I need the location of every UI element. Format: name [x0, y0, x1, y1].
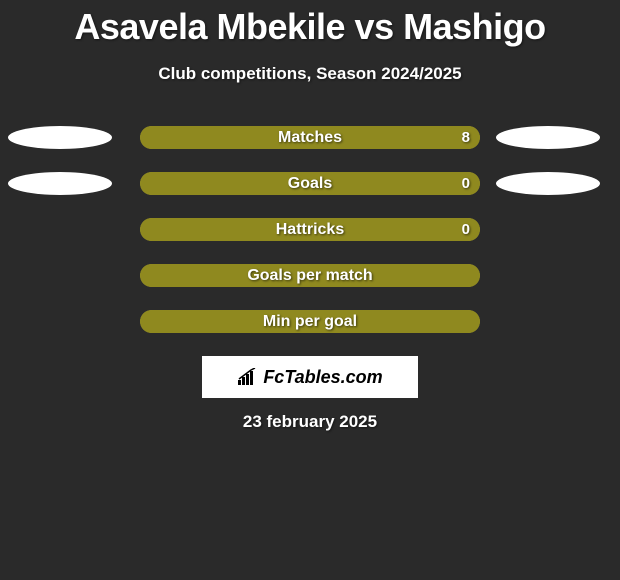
stat-bar-fill — [140, 310, 480, 333]
stat-bar-fill — [140, 126, 480, 149]
stat-bar-fill — [140, 172, 480, 195]
stat-row: Goals0 — [0, 172, 620, 195]
stat-row: Goals per match — [0, 264, 620, 287]
stat-bar-bg — [140, 218, 480, 241]
logo-box: FcTables.com — [202, 356, 418, 398]
page-title: Asavela Mbekile vs Mashigo — [0, 0, 620, 48]
stats-container: Matches8 Goals0 Hattricks0 Goals per match M… — [0, 126, 620, 333]
stat-bar-bg — [140, 310, 480, 333]
stat-row: Matches8 — [0, 126, 620, 149]
stat-bar-fill — [140, 218, 480, 241]
player-left-oval — [8, 126, 112, 149]
page-subtitle: Club competitions, Season 2024/2025 — [0, 64, 620, 84]
stat-bar-bg — [140, 172, 480, 195]
stat-row: Hattricks0 — [0, 218, 620, 241]
logo-inner: FcTables.com — [237, 367, 382, 388]
logo-text: FcTables.com — [263, 367, 382, 388]
stat-bar-bg — [140, 264, 480, 287]
date-label: 23 february 2025 — [0, 412, 620, 432]
stat-bar-fill — [140, 264, 480, 287]
player-right-oval — [496, 126, 600, 149]
player-right-oval — [496, 172, 600, 195]
logo-chart-icon — [237, 368, 259, 386]
stat-bar-bg — [140, 126, 480, 149]
stat-row: Min per goal — [0, 310, 620, 333]
player-left-oval — [8, 172, 112, 195]
